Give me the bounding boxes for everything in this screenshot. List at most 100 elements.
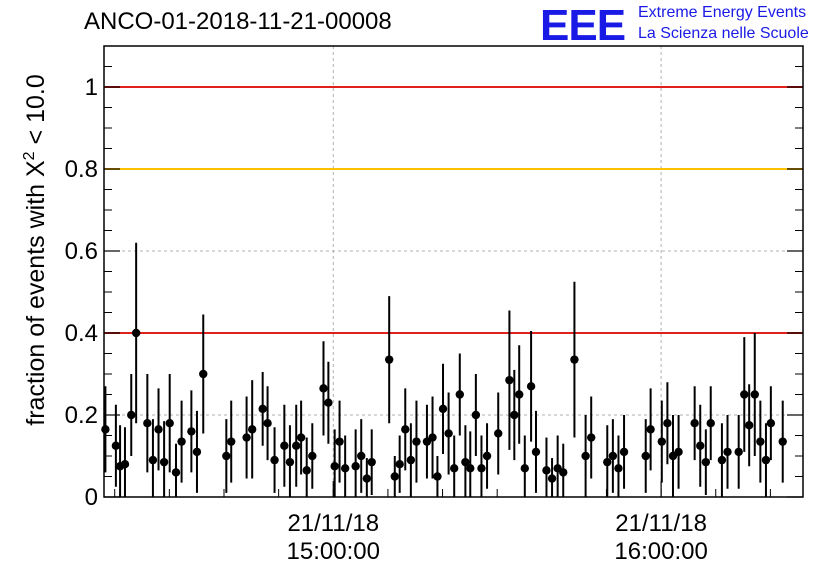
point-marker xyxy=(227,437,236,446)
point-marker xyxy=(461,457,470,467)
data-point xyxy=(471,374,481,456)
point-marker xyxy=(159,457,169,467)
point-marker xyxy=(449,464,459,473)
point-marker xyxy=(444,429,453,438)
point-marker xyxy=(263,419,272,428)
data-point xyxy=(171,443,181,497)
data-point xyxy=(177,400,186,483)
data-point xyxy=(559,443,568,497)
point-marker xyxy=(701,457,711,467)
data-point xyxy=(646,388,655,471)
point-marker xyxy=(406,455,416,465)
point-marker xyxy=(603,457,612,467)
point-marker xyxy=(187,427,196,436)
point-marker xyxy=(433,472,442,481)
data-point xyxy=(515,345,524,444)
point-marker xyxy=(335,437,344,446)
data-point xyxy=(111,404,121,487)
data-point xyxy=(674,415,683,489)
data-point xyxy=(192,410,202,493)
point-marker xyxy=(520,464,529,473)
data-point xyxy=(222,419,231,493)
point-marker xyxy=(641,451,650,461)
point-marker xyxy=(690,419,699,428)
eee-logo-mark: EEE xyxy=(540,1,626,50)
point-marker xyxy=(101,425,110,434)
point-marker xyxy=(482,451,492,461)
point-marker xyxy=(455,390,464,399)
data-point xyxy=(744,384,754,467)
plot-frame xyxy=(103,45,804,498)
point-marker xyxy=(247,425,257,434)
data-point xyxy=(542,437,551,497)
y-tick-label: 1 xyxy=(85,74,98,101)
chart-title: ANCO-01-2018-11-21-00008 xyxy=(84,8,392,35)
point-marker xyxy=(177,437,186,446)
point-marker xyxy=(744,421,754,430)
point-marker xyxy=(505,375,514,385)
data-point xyxy=(308,423,317,489)
data-point xyxy=(614,435,623,497)
data-point xyxy=(494,392,503,475)
point-marker xyxy=(526,382,536,391)
y-tick-label: 0 xyxy=(85,484,98,511)
point-marker xyxy=(324,398,333,407)
data-point xyxy=(270,427,279,493)
y-tick-label: 0.2 xyxy=(65,402,98,429)
data-points xyxy=(101,242,787,497)
data-point xyxy=(242,396,251,479)
data-point xyxy=(690,386,699,461)
point-marker xyxy=(351,462,360,471)
data-point xyxy=(734,415,743,489)
point-marker xyxy=(723,447,732,457)
data-point xyxy=(608,419,618,493)
data-point xyxy=(701,429,711,495)
data-point xyxy=(285,425,295,497)
data-point xyxy=(302,437,311,497)
data-point xyxy=(280,404,289,487)
logo-line-2: La Scienza nelle Scuole xyxy=(638,25,809,42)
data-point xyxy=(449,435,459,497)
data-point xyxy=(433,456,442,497)
point-marker xyxy=(357,451,366,461)
point-marker xyxy=(542,466,551,475)
point-marker xyxy=(619,447,629,457)
point-marker xyxy=(270,455,279,465)
data-point xyxy=(428,396,437,479)
data-point xyxy=(227,400,236,483)
data-point xyxy=(570,281,579,438)
x-tick-date: 21/11/18 xyxy=(615,510,707,537)
data-point xyxy=(120,427,130,497)
point-marker xyxy=(608,451,618,461)
data-point xyxy=(581,415,590,497)
point-marker xyxy=(756,437,765,446)
data-point xyxy=(159,421,169,497)
data-point xyxy=(603,425,612,497)
point-marker xyxy=(308,451,317,461)
data-point xyxy=(335,400,344,483)
data-point xyxy=(340,435,350,497)
data-point xyxy=(505,310,514,450)
point-marker xyxy=(761,455,771,465)
point-marker xyxy=(192,447,202,457)
data-point xyxy=(292,404,301,487)
x-tick-date: 21/11/18 xyxy=(287,510,379,537)
x-tick-time: 15:00:00 xyxy=(287,538,380,565)
point-marker xyxy=(302,466,311,475)
point-marker xyxy=(466,464,475,473)
point-marker xyxy=(292,441,301,450)
data-point xyxy=(766,386,776,461)
point-marker xyxy=(559,468,568,477)
data-point xyxy=(706,386,715,461)
point-marker xyxy=(384,355,394,364)
data-point xyxy=(723,415,732,489)
y-axis-label: fraction of events with X2 < 10.0 xyxy=(21,74,50,425)
point-marker xyxy=(412,437,421,446)
data-point xyxy=(510,369,519,461)
data-point xyxy=(444,392,453,475)
point-marker xyxy=(296,433,306,442)
point-marker xyxy=(111,441,121,450)
data-point xyxy=(740,337,749,452)
